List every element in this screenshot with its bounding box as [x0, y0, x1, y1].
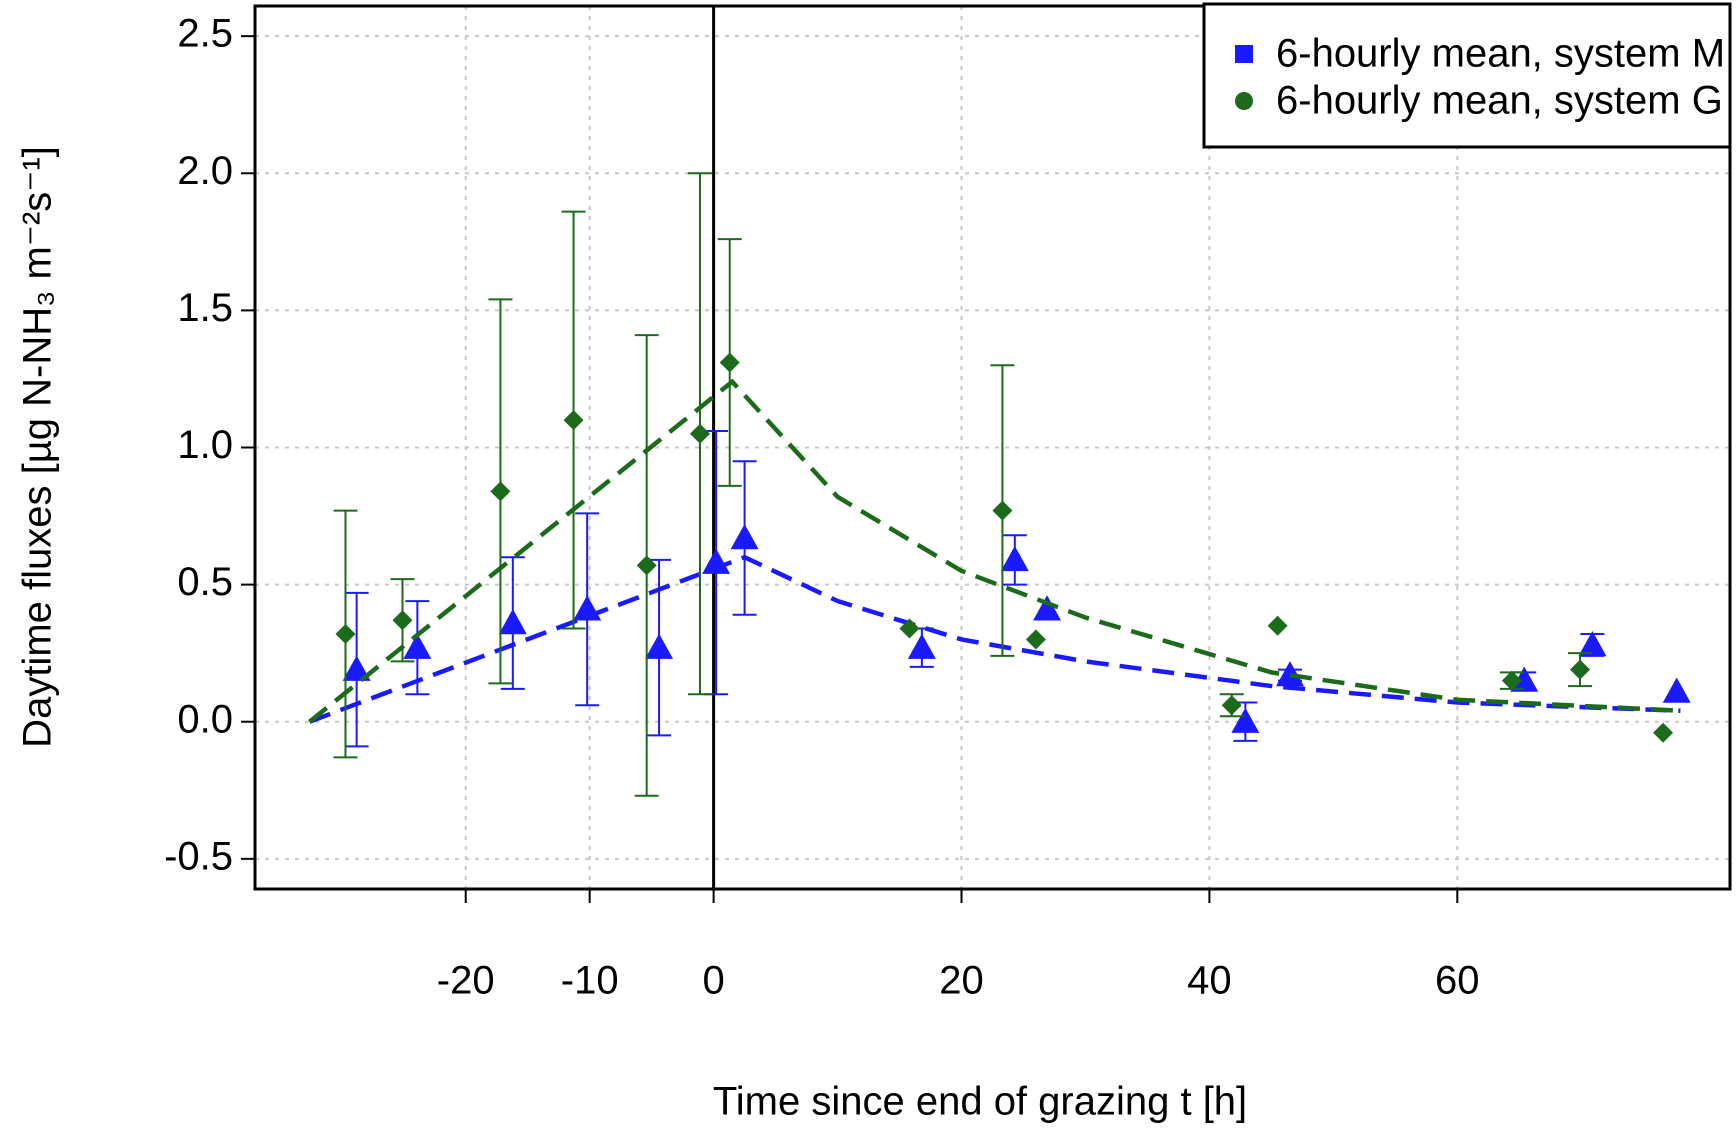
- data-point: [1578, 630, 1607, 657]
- data-point: [645, 633, 674, 659]
- data-point: [1275, 661, 1304, 687]
- data-point: [1000, 545, 1029, 572]
- data-point: [689, 423, 710, 444]
- data-point: [702, 548, 731, 574]
- data-point: [1025, 629, 1046, 650]
- data-point: [1267, 615, 1288, 636]
- data-point: [1653, 722, 1674, 743]
- y-tick-label: 2.0: [177, 149, 233, 193]
- y-tick-label: 0.0: [177, 697, 233, 741]
- fit-line: [308, 378, 1681, 724]
- x-tick-label: 60: [1435, 959, 1480, 1003]
- x-tick-label: -20: [437, 959, 495, 1003]
- data-point: [342, 655, 371, 681]
- data-point: [1231, 707, 1260, 733]
- data-point: [1221, 695, 1242, 716]
- data-point: [719, 352, 740, 373]
- legend-label: 6-hourly mean, system G: [1276, 79, 1723, 123]
- x-tick-label: 20: [939, 959, 984, 1003]
- data-point: [1570, 659, 1591, 680]
- data-point: [1510, 666, 1539, 692]
- legend-label: 6-hourly mean, system M: [1276, 32, 1725, 76]
- y-tick-label: 1.0: [177, 423, 233, 467]
- legend-marker: [1235, 92, 1253, 110]
- data-point: [392, 610, 413, 631]
- plot-frame: [253, 4, 1732, 891]
- data-point: [1033, 595, 1062, 621]
- data-point: [335, 623, 356, 644]
- y-tick-label: 0.5: [177, 560, 233, 604]
- legend-box: [1202, 2, 1732, 149]
- data-point: [1662, 677, 1691, 703]
- y-axis-label: Daytime fluxes [µg N-NH₃ m⁻²s⁻¹]: [16, 146, 60, 748]
- data-point: [563, 410, 584, 431]
- data-point: [498, 609, 527, 635]
- data-point: [573, 595, 602, 621]
- data-point: [1501, 670, 1522, 691]
- data-point: [730, 523, 759, 550]
- data-point: [992, 500, 1013, 521]
- y-tick-label: 2.5: [177, 12, 233, 56]
- fit-line: [308, 554, 1681, 724]
- data-point: [403, 633, 432, 659]
- data-point: [899, 618, 920, 639]
- data-point: [907, 633, 936, 659]
- data-point: [636, 555, 657, 576]
- x-tick-label: 0: [702, 959, 724, 1003]
- x-tick-label: 40: [1187, 959, 1232, 1003]
- legend-marker: [1235, 45, 1253, 63]
- x-axis-label: Time since end of grazing t [h]: [713, 1080, 1247, 1124]
- data-point: [490, 481, 511, 502]
- y-tick-label: 1.5: [177, 286, 233, 330]
- x-tick-label: -10: [561, 959, 619, 1003]
- y-tick-label: -0.5: [164, 834, 233, 878]
